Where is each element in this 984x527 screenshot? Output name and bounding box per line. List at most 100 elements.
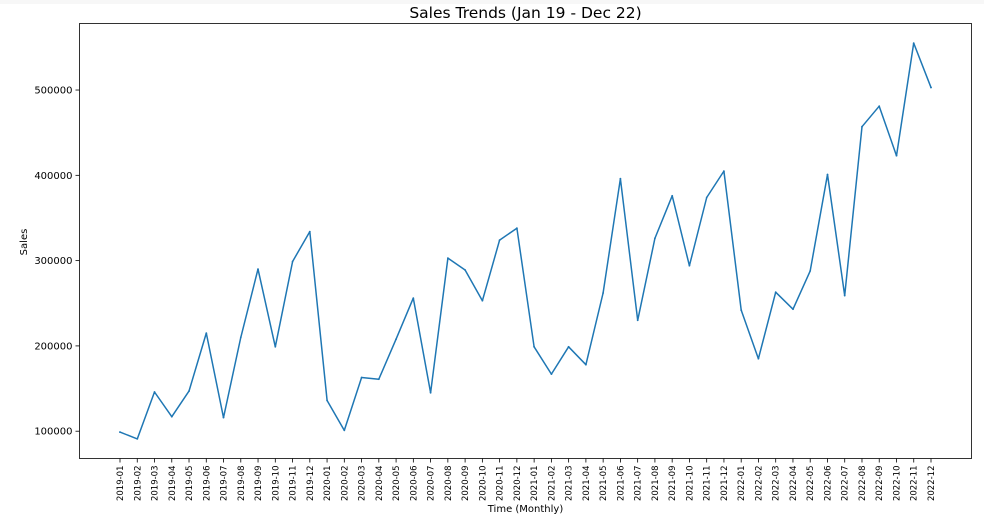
data-point <box>308 230 311 233</box>
x-tick-label: 2021-02 <box>547 466 557 502</box>
x-tick-label: 2020-02 <box>340 466 350 502</box>
data-point <box>412 297 415 299</box>
data-point <box>377 378 380 381</box>
x-tick-label: 2021-08 <box>651 466 661 502</box>
x-tick-label: 2022-07 <box>841 466 851 502</box>
x-tick-label: 2020-10 <box>478 466 488 502</box>
x-tick-label: 2020-08 <box>444 466 454 502</box>
data-point <box>930 86 932 89</box>
data-point <box>774 291 777 294</box>
data-point <box>239 336 242 339</box>
x-tick-label: 2019-10 <box>271 466 281 502</box>
x-tick-label: 2019-06 <box>202 466 212 502</box>
x-tick-label: 2019-07 <box>220 466 230 502</box>
data-point <box>274 345 277 348</box>
x-tick-label: 2019-05 <box>185 466 195 502</box>
data-point <box>740 309 743 311</box>
data-point <box>861 125 863 128</box>
x-tick-label: 2022-09 <box>875 466 885 502</box>
x-tick-label: 2022-04 <box>789 466 799 502</box>
y-tick-label: 100000 <box>34 427 72 438</box>
data-point <box>619 177 622 180</box>
x-tick-label: 2022-06 <box>823 466 833 502</box>
x-tick-label: 2021-07 <box>634 466 644 502</box>
data-point <box>878 105 881 108</box>
x-tick-label: 2022-12 <box>927 466 937 502</box>
x-tick-label: 2019-01 <box>116 466 126 502</box>
x-tick-label: 2021-09 <box>668 466 678 502</box>
data-point <box>843 294 846 297</box>
data-point <box>326 399 328 402</box>
data-point <box>119 431 121 433</box>
x-tick-label: 2019-03 <box>151 466 161 502</box>
y-tick-label: 400000 <box>34 171 72 182</box>
data-point <box>723 170 725 173</box>
y-axis: 100000 200000 300000 400000 500000 <box>34 86 80 438</box>
data-point <box>912 42 915 44</box>
x-tick-label: 2020-06 <box>409 466 419 502</box>
data-point <box>550 373 553 375</box>
x-tick-label: 2021-01 <box>530 466 540 502</box>
x-tick-label: 2020-07 <box>427 466 437 502</box>
x-axis: 2019-01 2019-02 2019-03 2019-04 2019-05 2019-… <box>116 458 937 502</box>
x-tick-label: 2020-03 <box>358 466 368 502</box>
x-tick-label: 2020-04 <box>375 466 385 502</box>
data-point <box>257 268 259 270</box>
x-axis-label: Time (Monthly) <box>487 504 564 515</box>
series-group <box>119 42 932 440</box>
data-point <box>602 292 604 294</box>
data-point <box>188 390 190 392</box>
x-tick-label: 2020-01 <box>323 466 333 502</box>
x-tick-label: 2021-11 <box>703 466 713 502</box>
data-point <box>895 154 898 157</box>
x-tick-label: 2019-04 <box>168 466 178 502</box>
data-point <box>153 391 156 393</box>
data-point <box>671 194 674 197</box>
top-strip <box>0 0 984 4</box>
x-tick-label: 2020-12 <box>513 466 523 502</box>
y-tick-label: 200000 <box>34 341 72 352</box>
x-tick-label: 2020-09 <box>461 466 471 502</box>
x-tick-label: 2020-11 <box>496 466 506 502</box>
plot-area-frame <box>79 23 972 459</box>
x-tick-label: 2022-10 <box>892 466 902 502</box>
x-tick-label: 2020-05 <box>392 466 402 502</box>
data-point <box>222 416 225 419</box>
x-tick-label: 2021-04 <box>582 466 592 502</box>
data-point <box>136 438 139 440</box>
data-point <box>429 391 432 394</box>
data-point <box>498 239 501 242</box>
x-tick-label: 2019-08 <box>237 466 247 502</box>
data-point <box>395 338 397 340</box>
x-tick-label: 2019-11 <box>289 466 299 502</box>
data-point <box>516 227 518 230</box>
data-point <box>205 332 208 334</box>
x-tick-label: 2021-12 <box>720 466 730 502</box>
data-point <box>585 363 587 366</box>
data-point <box>705 196 708 199</box>
data-point <box>654 237 656 240</box>
data-point <box>447 257 449 259</box>
data-point <box>291 260 294 263</box>
y-axis-label: Sales <box>19 229 30 256</box>
x-tick-label: 2022-11 <box>910 466 920 502</box>
data-point <box>792 308 794 311</box>
series-line <box>119 42 932 440</box>
data-point <box>809 270 812 272</box>
x-tick-label: 2019-12 <box>306 466 316 502</box>
x-tick-label: 2022-02 <box>754 466 764 502</box>
y-tick-label: 300000 <box>34 256 72 267</box>
data-point <box>481 299 484 302</box>
x-tick-label: 2021-10 <box>685 466 695 502</box>
data-point <box>688 264 691 267</box>
chart-title: Sales Trends (Jan 19 - Dec 22) <box>409 4 641 22</box>
data-point <box>343 429 346 432</box>
x-tick-label: 2022-03 <box>772 466 782 502</box>
data-point <box>170 415 173 418</box>
x-tick-label: 2022-05 <box>806 466 816 502</box>
data-point <box>567 345 570 348</box>
data-point <box>636 319 639 322</box>
x-tick-label: 2021-05 <box>599 466 609 502</box>
